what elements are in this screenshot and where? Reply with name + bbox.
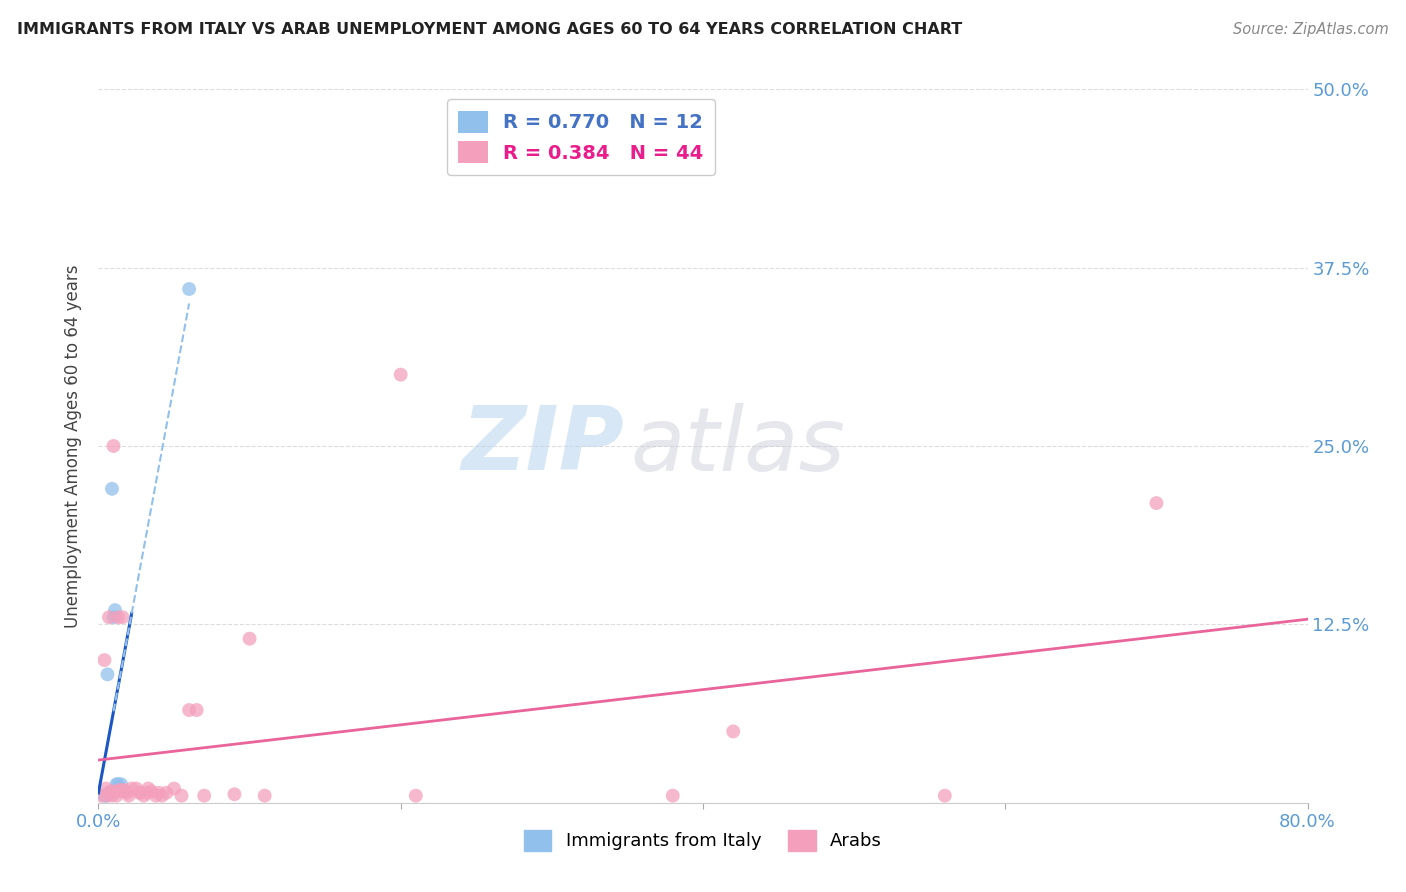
Point [934,789,956,803]
Text: Source: ZipAtlas.com: Source: ZipAtlas.com [1233,22,1389,37]
Point [112,783,135,797]
Text: atlas: atlas [630,403,845,489]
Point [100,786,122,800]
Point [145,789,167,803]
Point [110,784,132,798]
Point [108,783,131,797]
Point [136,781,159,796]
Legend: Immigrants from Italy, Arabs: Immigrants from Italy, Arabs [517,822,889,858]
Point [148,786,170,800]
Text: IMMIGRANTS FROM ITALY VS ARAB UNEMPLOYMENT AMONG AGES 60 TO 64 YEARS CORRELATION: IMMIGRANTS FROM ITALY VS ARAB UNEMPLOYME… [17,22,962,37]
Point [105,789,128,803]
Point [155,786,177,800]
Point [129,786,152,800]
Point [179,282,201,296]
Point [405,789,427,803]
Point [118,789,141,803]
Point [121,781,143,796]
Point [98,610,121,624]
Point [90,789,112,803]
Point [107,777,129,791]
Point [103,610,125,624]
Point [111,610,134,624]
Point [224,787,246,801]
Point [104,784,127,798]
Point [1144,496,1167,510]
Point [239,632,262,646]
Point [105,777,128,791]
Point [125,781,148,796]
Point [163,781,186,796]
Point [114,784,136,798]
Point [150,789,173,803]
Point [96,789,118,803]
Point [93,789,115,803]
Text: ZIP: ZIP [461,402,624,490]
Point [141,784,163,798]
Point [132,789,155,803]
Point [170,789,193,803]
Point [661,789,683,803]
Point [179,703,201,717]
Point [723,724,745,739]
Point [98,786,121,800]
Point [94,781,117,796]
Point [94,789,117,803]
Point [389,368,412,382]
Point [107,610,129,624]
Point [110,777,132,791]
Point [115,786,138,800]
Point [93,653,115,667]
Point [193,789,215,803]
Point [104,603,127,617]
Y-axis label: Unemployment Among Ages 60 to 64 years: Unemployment Among Ages 60 to 64 years [65,264,83,628]
Point [253,789,276,803]
Point [186,703,208,717]
Point [103,439,125,453]
Point [100,784,122,798]
Point [96,667,118,681]
Point [101,789,124,803]
Point [135,786,157,800]
Point [101,482,124,496]
Point [128,786,150,800]
